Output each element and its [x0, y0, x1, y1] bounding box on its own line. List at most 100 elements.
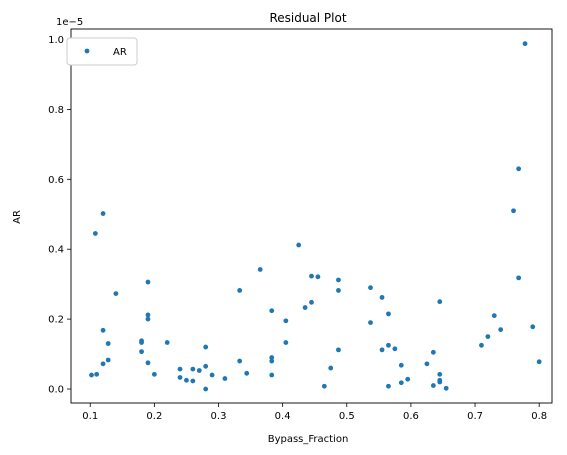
data-point [105, 357, 111, 363]
x-tick-label: 0.7 [467, 411, 483, 422]
data-point [190, 366, 196, 372]
data-point [100, 361, 106, 367]
data-point [244, 370, 250, 376]
y-tick-label: 1.0 [48, 35, 64, 46]
data-point [430, 349, 436, 355]
y-axis-label: AR [12, 210, 23, 224]
data-point [368, 320, 373, 326]
data-point [145, 316, 151, 322]
data-point [105, 341, 111, 346]
axis-ticks: 0.1 0.2 0.3 0.4 0.5 0.6 0.7 0.8 0.0 0.2 0.4 0.6 0.8 1… [48, 35, 547, 422]
data-point [151, 371, 157, 377]
data-point [177, 366, 183, 372]
y-tick-label: 0.2 [48, 315, 64, 326]
data-point [145, 312, 151, 318]
data-point [336, 347, 341, 353]
data-point [485, 334, 491, 339]
data-point [386, 311, 391, 317]
x-axis-label: Bypass_Fraction [268, 434, 349, 445]
data-point [321, 383, 327, 389]
data-point [530, 324, 536, 330]
data-point [269, 372, 275, 378]
data-point [302, 305, 308, 310]
data-point [511, 208, 516, 214]
data-point [283, 318, 289, 324]
x-tick-label: 0.1 [82, 411, 98, 422]
x-tick-label: 0.4 [275, 411, 291, 422]
data-point [437, 299, 443, 305]
data-point [190, 378, 196, 384]
data-point [336, 277, 341, 283]
data-point [145, 360, 151, 366]
data-point [92, 231, 98, 236]
data-point [443, 385, 449, 391]
data-point [139, 340, 144, 345]
legend: AR [66, 37, 138, 66]
data-point [100, 211, 106, 216]
data-point [498, 327, 504, 332]
x-tick-label: 0.5 [339, 411, 355, 422]
data-point [269, 358, 275, 364]
data-point [203, 363, 209, 369]
data-point [89, 372, 94, 378]
data-point [113, 291, 119, 296]
data-point [368, 285, 373, 291]
legend-box [66, 37, 138, 66]
y-tick-label: 0.4 [48, 245, 64, 256]
data-point [392, 346, 398, 352]
data-point [296, 242, 302, 248]
data-point [405, 376, 411, 382]
scatter-points [89, 41, 542, 392]
data-point [398, 380, 404, 386]
x-tick-label: 0.8 [531, 411, 547, 422]
data-point [184, 377, 189, 383]
y-offset-label: 1e−5 [56, 17, 83, 28]
data-point [536, 359, 542, 365]
data-point [398, 362, 404, 368]
data-point [209, 372, 215, 378]
data-point [94, 371, 100, 377]
data-point [386, 383, 391, 389]
legend-marker [84, 48, 90, 54]
data-point [237, 358, 243, 364]
data-point [257, 267, 263, 272]
data-point [516, 275, 522, 281]
data-point [203, 344, 209, 350]
data-point [430, 383, 436, 388]
data-point [269, 308, 275, 314]
data-point [336, 288, 341, 293]
x-tick-label: 0.3 [211, 411, 227, 422]
data-point [491, 313, 497, 319]
data-point [516, 166, 522, 172]
data-point [379, 295, 385, 300]
data-point [283, 340, 289, 345]
data-point [424, 361, 430, 367]
y-tick-label: 0.8 [48, 105, 64, 116]
y-tick-label: 0.6 [48, 175, 64, 186]
data-point [315, 274, 321, 280]
data-point [203, 386, 209, 392]
data-point [237, 288, 243, 293]
data-point [437, 371, 443, 377]
legend-entry-ar: AR [113, 47, 127, 58]
data-point [164, 340, 170, 345]
data-point [309, 273, 314, 279]
data-point [222, 376, 228, 381]
x-tick-label: 0.6 [403, 411, 419, 422]
data-point [437, 379, 443, 385]
data-point [386, 342, 391, 348]
data-point [100, 327, 106, 333]
plot-area-frame [70, 28, 553, 404]
data-point [309, 299, 314, 305]
data-point [379, 347, 385, 353]
data-point [269, 355, 275, 360]
data-point [145, 279, 151, 285]
data-point [479, 342, 484, 348]
y-tick-label: 0.0 [48, 385, 64, 396]
data-point [522, 41, 528, 47]
data-point [196, 368, 202, 373]
data-point [177, 375, 183, 380]
data-point [139, 349, 144, 355]
